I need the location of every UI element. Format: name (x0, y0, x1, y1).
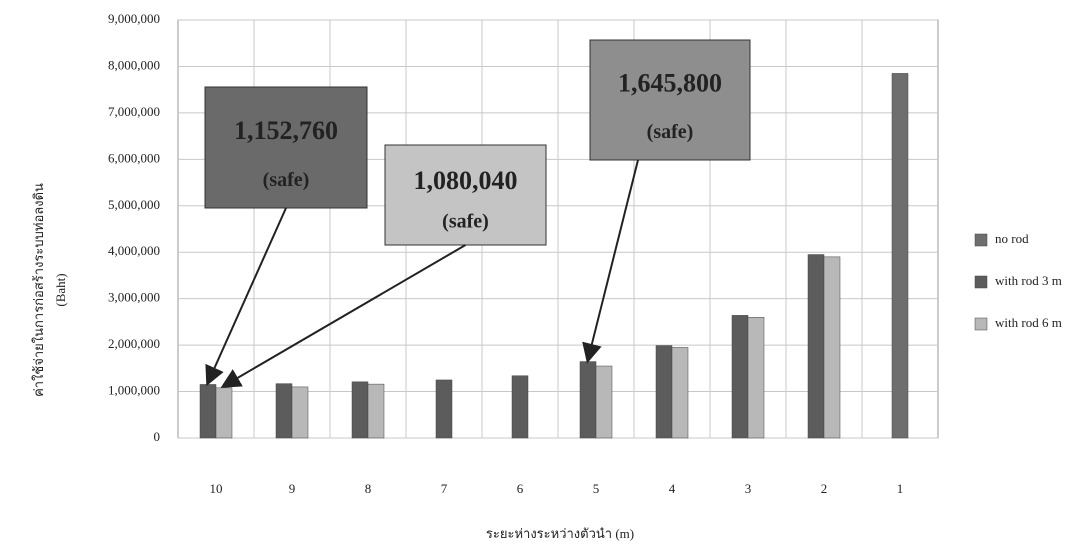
y-tick-label: 5,000,000 (108, 197, 160, 212)
y-tick-label: 0 (154, 429, 161, 444)
annotation-box (589, 39, 751, 161)
bar (579, 361, 597, 439)
annotation-box (384, 144, 547, 246)
legend-swatch (974, 317, 988, 331)
x-tick-label: 2 (821, 481, 828, 496)
x-tick-label: 6 (517, 481, 524, 496)
x-tick-label: 3 (745, 481, 752, 496)
bar (891, 73, 909, 439)
annotation-note: (safe) (647, 121, 694, 143)
y-tick-label: 1,000,000 (108, 383, 160, 398)
annotation-box (204, 86, 368, 209)
bar (747, 316, 765, 439)
y-tick-label: 8,000,000 (108, 57, 160, 72)
x-tick-label: 9 (289, 481, 296, 496)
y-tick-label: 3,000,000 (108, 290, 160, 305)
y-tick-label: 7,000,000 (108, 104, 160, 119)
y-tick-label: 9,000,000 (108, 11, 160, 26)
bar (511, 375, 529, 439)
x-tick-label: 10 (210, 481, 223, 496)
bar (351, 381, 369, 439)
bar (215, 387, 233, 439)
x-tick-label: 8 (365, 481, 372, 496)
annotation-value: 1,080,040 (414, 166, 518, 195)
bar (807, 254, 825, 439)
x-tick-label: 4 (669, 481, 676, 496)
bar (435, 379, 453, 439)
annotation-arrow (220, 244, 467, 388)
bar (367, 383, 385, 439)
bar (655, 345, 673, 439)
x-tick-label: 5 (593, 481, 600, 496)
legend-swatch (974, 233, 988, 247)
legend-label: no rod (995, 231, 1029, 246)
bar (199, 384, 217, 439)
bar (823, 256, 841, 439)
legend-label: with rod 6 m (995, 315, 1062, 330)
y-tick-label: 6,000,000 (108, 150, 160, 165)
annotation-note: (safe) (442, 211, 489, 233)
legend-label: with rod 3 m (995, 273, 1062, 288)
bar (671, 347, 689, 439)
y-tick-label: 2,000,000 (108, 336, 160, 351)
annotation-value: 1,645,800 (618, 69, 722, 98)
annotation-value: 1,152,760 (234, 116, 338, 145)
x-tick-label: 1 (897, 481, 904, 496)
bar (291, 386, 309, 439)
bar (275, 383, 293, 439)
y-tick-label: 4,000,000 (108, 243, 160, 258)
annotation-note: (safe) (263, 169, 310, 191)
x-tick-label: 7 (441, 481, 448, 496)
bar (731, 315, 749, 439)
y-axis-unit: (Baht) (53, 273, 68, 306)
x-axis-title: ระยะห่างระหว่างตัวนำ (m) (486, 526, 634, 541)
annotation-arrow (582, 159, 639, 364)
annotation-arrow (205, 207, 287, 387)
bar (595, 365, 613, 439)
legend-swatch (974, 275, 988, 289)
y-axis-title: ค่าใช้จ่ายในการก่อสร้างระบบท่อลงดิน (31, 183, 46, 397)
